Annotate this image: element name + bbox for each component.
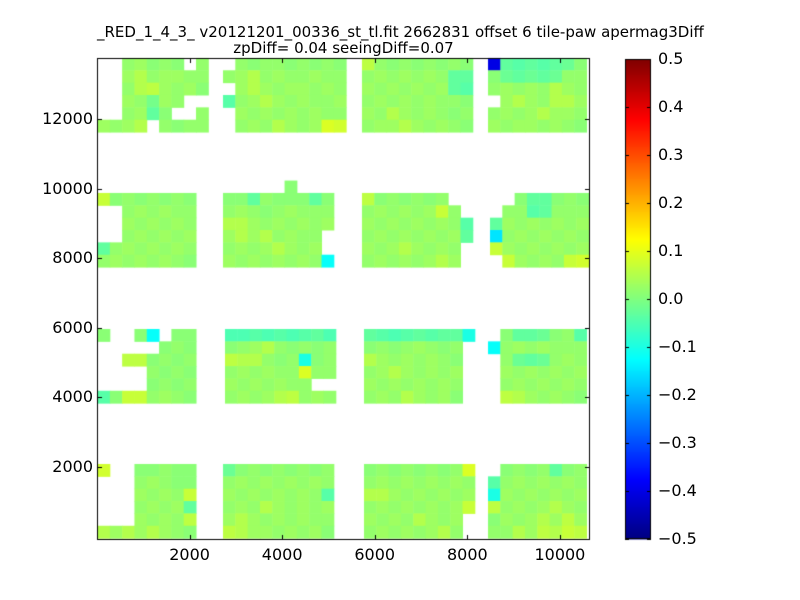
- x-axis-tick-label: 8000: [446, 545, 488, 564]
- y-axis-tick-label: 12000: [42, 108, 93, 128]
- colorbar-tick-label: 0.0: [658, 289, 684, 308]
- y-axis-tick-label: 8000: [52, 248, 93, 268]
- colorbar-tick-label: −0.3: [658, 433, 697, 452]
- colorbar-tick-label: 0.1: [658, 241, 684, 260]
- colorbar-tick-label: −0.5: [658, 529, 697, 548]
- y-axis-tick-label: 10000: [42, 178, 93, 198]
- colorbar-tick-label: −0.4: [658, 481, 697, 500]
- y-axis-tick-label: 2000: [52, 456, 93, 476]
- colorbar-tick-label: 0.2: [658, 193, 684, 212]
- y-axis-tick-label: 6000: [52, 317, 93, 337]
- x-axis-tick-label: 6000: [354, 545, 396, 564]
- colorbar-tick-label: −0.2: [658, 385, 697, 404]
- x-axis-tick-label: 10000: [534, 545, 586, 564]
- colorbar-tick-label: 0.4: [658, 97, 684, 116]
- colorbar-tick-label: 0.3: [658, 145, 684, 164]
- chart-subtitle: zpDiff= 0.04 seeingDiff=0.07: [233, 39, 454, 57]
- x-axis-tick-label: 2000: [169, 545, 210, 564]
- colorbar-tick-label: −0.1: [658, 337, 697, 356]
- chart-title: _RED_1_4_3_ v20121201_00336_st_tl.fit 26…: [97, 23, 704, 41]
- y-axis-tick-label: 4000: [52, 387, 93, 407]
- colorbar-tick-label: 0.5: [658, 49, 684, 68]
- x-axis-tick-label: 4000: [261, 545, 303, 564]
